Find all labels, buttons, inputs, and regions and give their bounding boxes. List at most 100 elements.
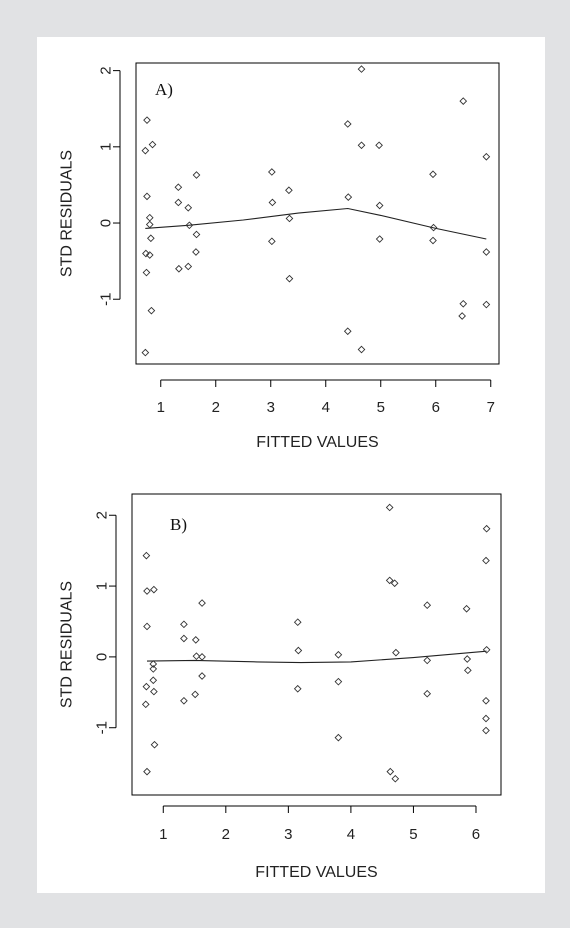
data-point [180,620,188,629]
data-point [268,237,276,246]
data-point [285,274,294,283]
plot-frame [131,493,502,796]
data-point [143,587,151,595]
y-tick-label: 2 [94,511,111,519]
data-point [143,116,151,124]
plot-frame [135,62,500,365]
data-point [334,650,343,659]
data-point [390,579,399,588]
data-point [482,726,490,735]
data-point [459,299,468,308]
data-point [191,636,200,644]
data-point [185,221,194,230]
data-point [174,198,183,207]
data-point [285,214,294,223]
data-point [198,653,206,661]
data-point [184,262,193,271]
x-tick-label: 5 [377,399,385,416]
y-tick-label: -1 [98,293,115,306]
data-point [143,767,151,776]
data-point [458,312,466,320]
x-tick-label: 1 [157,399,165,416]
data-point [463,655,472,663]
data-point [482,152,491,161]
x-axis-title: FITTED VALUES [255,864,377,881]
x-tick-label: 2 [212,399,220,416]
data-point [385,503,394,512]
data-point [198,672,206,680]
data-point [141,146,150,155]
plot-panel-b: 1 2 3 4 5 6 -1 0 1 2 FITTED VALUES STD RESIDUALS B) [59,493,502,881]
data-point [192,171,201,179]
smooth-line [146,650,487,664]
data-point [192,248,200,256]
data-point [429,223,438,232]
data-point [357,65,366,73]
data-point [423,656,432,665]
data-point [429,236,437,245]
data-point [294,646,303,655]
data-point [334,677,343,686]
x-axis-title: FITTED VALUES [256,434,378,451]
y-tick-label: -1 [94,721,111,734]
data-point [149,665,158,673]
data-point [392,648,400,657]
data-point [180,696,188,705]
y-tick-label: 1 [94,582,111,590]
data-point [142,268,151,277]
data-point [357,141,366,150]
data-point [385,576,394,585]
data-point [142,551,151,560]
data-point [147,234,155,243]
x-tick-label: 5 [409,826,417,843]
residual-plots: 1 2 3 4 5 6 7 -1 0 1 2 FITTED VALUES STD RESIDUALS A)… [59,62,502,881]
data-point [180,634,188,643]
data-point [464,666,472,675]
data-point [293,684,302,693]
y-axis-title: STD RESIDUALS [59,581,76,708]
x-tick-label: 2 [222,826,230,843]
plot-panel-a: 1 2 3 4 5 6 7 -1 0 1 2 FITTED VALUES STD RESIDUALS A) [59,62,500,451]
data-point [192,230,201,239]
data-point [375,201,384,210]
x-tick-label: 6 [432,399,440,416]
data-point [386,767,395,776]
panel-label: B) [170,515,187,534]
data-point [482,248,491,256]
data-point [149,660,158,668]
data-point [145,213,154,222]
data-point [142,682,151,691]
data-point [482,300,491,309]
data-point [150,687,158,696]
x-tick-label: 6 [472,826,480,843]
data-point [148,140,157,149]
y-axis-title: STD RESIDUALS [59,150,76,277]
panel-label: A) [155,80,173,99]
x-tick-label: 7 [487,399,495,416]
y-tick-label: 1 [98,143,115,151]
y-tick-label: 0 [94,653,111,661]
data-point [145,251,154,259]
data-point [147,306,156,315]
data-point [391,774,400,783]
data-point [459,97,468,105]
data-point [334,733,343,742]
data-point [191,690,200,699]
data-point [150,740,159,749]
data-point [198,599,206,607]
data-point [423,689,432,698]
data-point [141,700,150,709]
data-point [149,676,158,685]
data-point [143,192,151,201]
x-tick-label: 4 [347,826,355,843]
x-tick-label: 3 [284,826,292,843]
data-point [462,604,471,613]
data-point [184,203,193,212]
smooth-line [145,207,487,240]
data-point [343,327,352,336]
x-tick-label: 1 [159,826,167,843]
figure-card: 1 2 3 4 5 6 7 -1 0 1 2 FITTED VALUES STD RESIDUALS A)… [37,37,545,893]
data-point [192,652,201,661]
data-point [343,120,352,128]
data-point [142,249,150,258]
